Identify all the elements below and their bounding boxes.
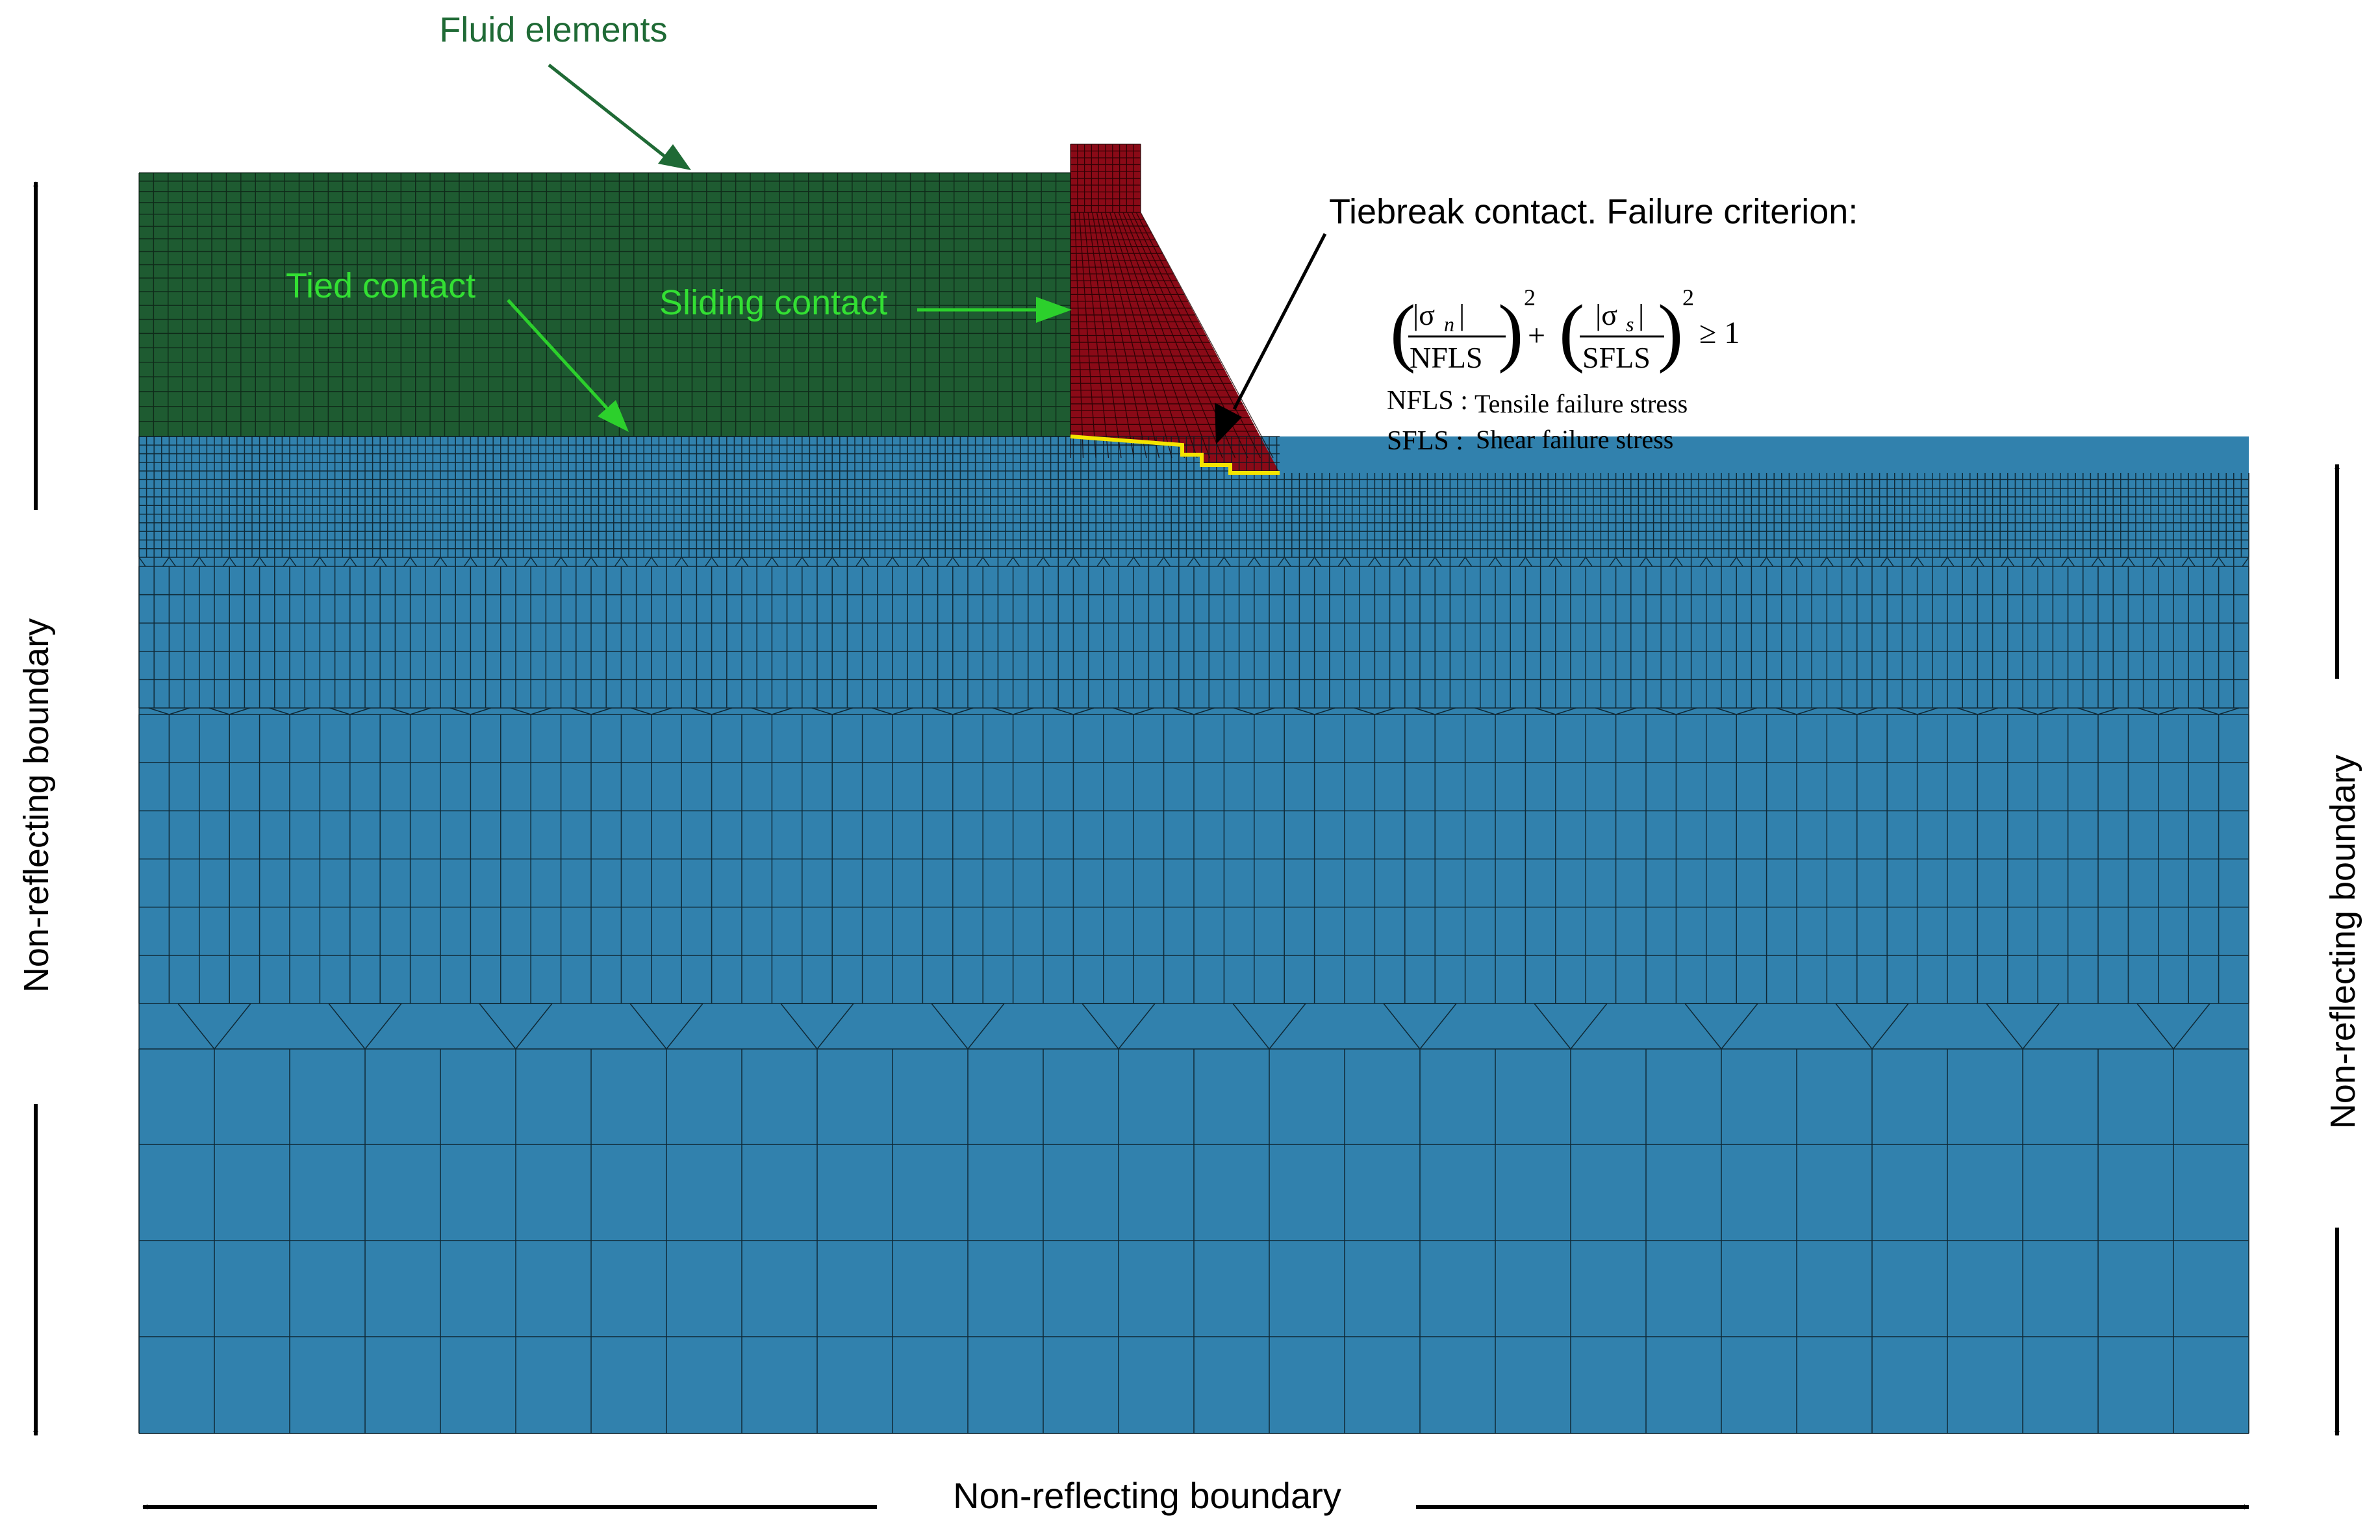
sfls-desc: Shear failure stress: [1476, 425, 1673, 454]
fluid-mesh: [138, 172, 1071, 437]
plus-sign: +: [1528, 318, 1545, 353]
exponent-1: 2: [1524, 284, 1536, 310]
tiebreak-arrowhead: [1215, 403, 1242, 444]
sliding-contact-label: Sliding contact: [659, 283, 887, 322]
tied-contact-arrow: [507, 299, 615, 417]
bottom-boundary-label: Non-reflecting boundary: [953, 1475, 1341, 1516]
tied-contact-arrowhead: [598, 400, 629, 432]
numerator-1: |σ: [1413, 298, 1435, 331]
svg-text:(: (: [1390, 289, 1415, 374]
foundation-mesh: [138, 436, 2249, 1434]
denominator-nfls: NFLS: [1410, 341, 1482, 374]
left-boundary-label: Non-reflecting boundary: [17, 618, 56, 992]
sub-s: s: [1626, 312, 1634, 336]
nfls-key: NFLS :: [1387, 386, 1468, 416]
right-boundary-label: Non-reflecting boundary: [2323, 755, 2362, 1129]
svg-text:): ): [1498, 289, 1523, 374]
svg-text:): ): [1658, 289, 1683, 374]
fluid-elements-arrow: [548, 64, 674, 164]
nfls-desc: Tensile failure stress: [1475, 389, 1688, 418]
numerator-2: |σ: [1595, 298, 1617, 331]
tiebreak-arrow: [1232, 233, 1327, 410]
denominator-sfls: SFLS: [1582, 341, 1651, 374]
bar-1: |: [1459, 298, 1465, 331]
sfls-key: SFLS :: [1387, 426, 1463, 456]
svg-text:(: (: [1559, 289, 1584, 374]
bar-2: |: [1638, 298, 1644, 331]
tiebreak-contact-line: [1070, 435, 1280, 475]
tied-contact-label: Tied contact: [286, 266, 475, 305]
sub-n: n: [1444, 312, 1454, 336]
svg-text:|σ: |σ: [1413, 298, 1435, 331]
tiebreak-title: Tiebreak contact. Failure criterion:: [1329, 192, 1858, 231]
failure-criterion-formula: ( |σ n | NFLS ) 2 + ( |σ s | SFLS ) 2 ≥ …: [1390, 284, 1740, 374]
fluid-elements-arrowhead: [658, 144, 691, 170]
relation: ≥ 1: [1699, 316, 1740, 350]
exponent-2: 2: [1682, 284, 1694, 310]
sliding-contact-arrowhead: [1036, 297, 1072, 323]
fluid-elements-label: Fluid elements: [439, 10, 667, 49]
